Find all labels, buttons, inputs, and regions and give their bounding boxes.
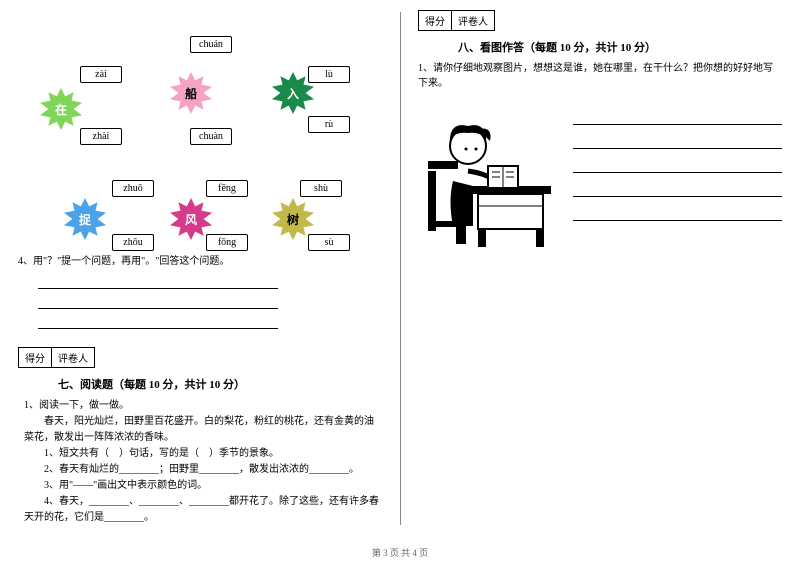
reading-q2: 2、春天有灿烂的________；田野里________，散发出浓浓的_____… [24,462,382,478]
left-column: zài zhài chuán chuàn lù rù zhuō zhōu fēn… [0,0,400,565]
page-footer: 第 3 页 共 4 页 [0,546,800,559]
reading-passage: 1、阅读一下，做一做。 春天，阳光灿烂，田野里百花盛开。白的梨花，粉红的桃花，还… [24,398,382,526]
pinyin-box: chuàn [190,128,232,145]
pinyin-box: chuán [190,36,232,53]
pinyin-box: fōng [206,234,248,251]
star-char: 入 [272,72,314,114]
grader-label: 评卷人 [452,11,494,30]
pinyin-box: zài [80,66,122,83]
writing-lines-area [573,123,782,221]
star-char: 树 [272,198,314,240]
writing-line [573,195,782,197]
pinyin-diagram: zài zhài chuán chuàn lù rù zhuō zhōu fēn… [18,10,378,250]
writing-line [573,219,782,221]
reading-q3: 3、用"——"画出文中表示颜色的词。 [24,478,382,494]
pinyin-box: lù [308,66,350,83]
star-char: 捉 [64,198,106,240]
section-8-title: 八、看图作答（每题 10 分，共计 10 分） [458,39,782,55]
writing-line [573,147,782,149]
score-label: 得分 [19,348,52,367]
pinyin-box: shù [300,180,342,197]
score-box: 得分 评卷人 [418,10,495,31]
grader-label: 评卷人 [52,348,94,367]
reading-q4: 4、春天，________、________、________都开花了。除了这些… [24,494,382,526]
star-char: 在 [40,88,82,130]
star-char: 风 [170,198,212,240]
pinyin-box: fēng [206,180,248,197]
pinyin-box: sù [308,234,350,251]
answer-line [38,295,278,309]
pinyin-box: zhuō [112,180,154,197]
girl-reading-illustration [418,101,558,251]
pinyin-box: zhài [80,128,122,145]
reading-paragraph: 春天，阳光灿烂，田野里百花盛开。白的梨花，粉红的桃花，还有金黄的油菜花，散发出一… [24,414,382,446]
question-4: 4、用"？"提一个问题，再用"。"回答这个问题。 [18,254,382,269]
score-label: 得分 [419,11,452,30]
score-box: 得分 评卷人 [18,347,95,368]
star-char: 船 [170,72,212,114]
pinyin-box: rù [308,116,350,133]
right-column: 得分 评卷人 八、看图作答（每题 10 分，共计 10 分） 1、请你仔细地观察… [400,0,800,565]
reading-q1: 1、短文共有（ ）句话，写的是（ ）季节的景象。 [24,446,382,462]
answer-line [38,275,278,289]
answer-line [38,315,278,329]
writing-prompt: 1、请你仔细地观察图片，想想这是谁，她在哪里，在干什么？把你想的好好地写下来。 [418,61,782,91]
writing-line [573,123,782,125]
reading-intro: 1、阅读一下，做一做。 [24,398,382,414]
pinyin-box: zhōu [112,234,154,251]
writing-line [573,171,782,173]
section-7-title: 七、阅读题（每题 10 分，共计 10 分） [58,376,382,392]
